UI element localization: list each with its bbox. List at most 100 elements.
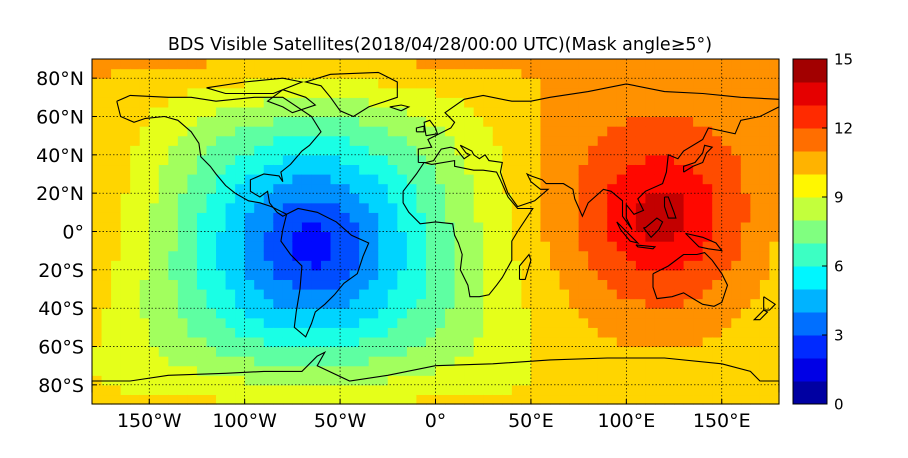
heatmap-cell	[483, 336, 494, 348]
heatmap-cell	[540, 135, 551, 146]
heatmap-cell	[635, 145, 647, 156]
heatmap-cell	[120, 145, 131, 156]
heatmap-cell	[292, 183, 303, 194]
heatmap-cell	[330, 250, 341, 261]
heatmap-cell	[445, 164, 456, 175]
heatmap-cell	[254, 154, 265, 166]
heatmap-cell	[158, 308, 169, 319]
heatmap-cell	[235, 346, 246, 357]
heatmap-cell	[168, 231, 179, 242]
heatmap-cell	[263, 394, 274, 405]
heatmap-cell	[378, 394, 389, 405]
heatmap-cell	[550, 154, 561, 166]
heatmap-cell	[435, 356, 446, 367]
heatmap-cell	[254, 59, 265, 70]
heatmap-cell	[588, 154, 599, 166]
heatmap-cell	[635, 336, 647, 348]
heatmap-cell	[92, 174, 103, 185]
heatmap-cell	[654, 193, 666, 204]
heatmap-cell	[168, 279, 179, 290]
heatmap-cell	[92, 126, 103, 137]
heatmap-cell	[530, 250, 542, 261]
heatmap-cell	[235, 154, 246, 166]
heatmap-cell	[425, 183, 437, 194]
heatmap-cell	[397, 126, 408, 137]
heatmap-cell	[196, 346, 208, 357]
heatmap-cell	[206, 106, 217, 118]
heatmap-cell	[769, 231, 780, 242]
heatmap-cell	[664, 346, 675, 357]
heatmap-cell	[111, 375, 122, 386]
heatmap-cell	[196, 87, 208, 98]
heatmap-cell	[349, 145, 360, 156]
heatmap-cell	[111, 183, 122, 194]
heatmap-cell	[187, 78, 198, 89]
heatmap-cell	[654, 384, 666, 396]
heatmap-cell	[196, 279, 208, 290]
heatmap-cell	[416, 365, 427, 376]
heatmap-cell	[168, 394, 179, 405]
heatmap-cell	[282, 298, 293, 309]
heatmap-cell	[397, 394, 408, 405]
heatmap-cell	[712, 154, 723, 166]
heatmap-cell	[721, 241, 732, 252]
heatmap-cell	[378, 202, 389, 213]
heatmap-cell	[597, 279, 608, 290]
heatmap-cell	[416, 135, 427, 146]
heatmap-cell	[359, 260, 370, 271]
heatmap-cell	[397, 135, 408, 146]
heatmap-cell	[263, 212, 274, 223]
heatmap-cell	[473, 59, 484, 70]
heatmap-cell	[340, 97, 351, 108]
heatmap-cell	[626, 183, 637, 194]
heatmap-cell	[92, 221, 103, 233]
heatmap-cell	[683, 183, 694, 194]
heatmap-cell	[263, 231, 274, 242]
heatmap-cell	[664, 145, 675, 156]
heatmap-cell	[483, 193, 494, 204]
heatmap-cell	[406, 126, 418, 137]
heatmap-cell	[464, 212, 475, 223]
heatmap-cell	[597, 193, 608, 204]
heatmap-cell	[693, 394, 704, 405]
heatmap-cell	[282, 308, 293, 319]
heatmap-cell	[530, 384, 542, 396]
heatmap-cell	[483, 106, 494, 118]
heatmap-cell	[282, 116, 293, 127]
heatmap-cell	[597, 250, 608, 261]
heatmap-cell	[406, 145, 418, 156]
heatmap-cell	[483, 375, 494, 386]
heatmap-cell	[530, 317, 542, 328]
heatmap-cell	[216, 327, 227, 338]
heatmap-cell	[425, 298, 437, 309]
heatmap-cell	[235, 68, 246, 79]
heatmap-cell	[588, 231, 599, 242]
x-tick-label: 150°E	[693, 410, 751, 432]
heatmap-cell	[378, 164, 389, 175]
heatmap-cell	[511, 212, 522, 223]
heatmap-cell	[111, 260, 122, 271]
heatmap-cell	[168, 87, 179, 98]
heatmap-cell	[702, 97, 713, 108]
heatmap-cell	[196, 116, 208, 127]
heatmap-cell	[216, 78, 227, 89]
heatmap-cell	[196, 269, 208, 281]
heatmap-cell	[139, 202, 150, 213]
heatmap-cell	[349, 87, 360, 98]
heatmap-cell	[139, 126, 150, 137]
heatmap-cell	[721, 356, 732, 367]
heatmap-cell	[244, 375, 255, 386]
heatmap-cell	[435, 384, 446, 396]
heatmap-cell	[654, 78, 666, 89]
heatmap-cell	[550, 279, 561, 290]
heatmap-cell	[416, 241, 427, 252]
heatmap-cell	[740, 202, 751, 213]
heatmap-cell	[502, 365, 513, 376]
heatmap-cell	[273, 183, 284, 194]
heatmap-cell	[511, 164, 522, 175]
heatmap-cell	[340, 126, 351, 137]
heatmap-cell	[273, 145, 284, 156]
heatmap-cell	[111, 289, 122, 300]
heatmap-cell	[101, 174, 112, 185]
heatmap-cell	[301, 317, 313, 328]
